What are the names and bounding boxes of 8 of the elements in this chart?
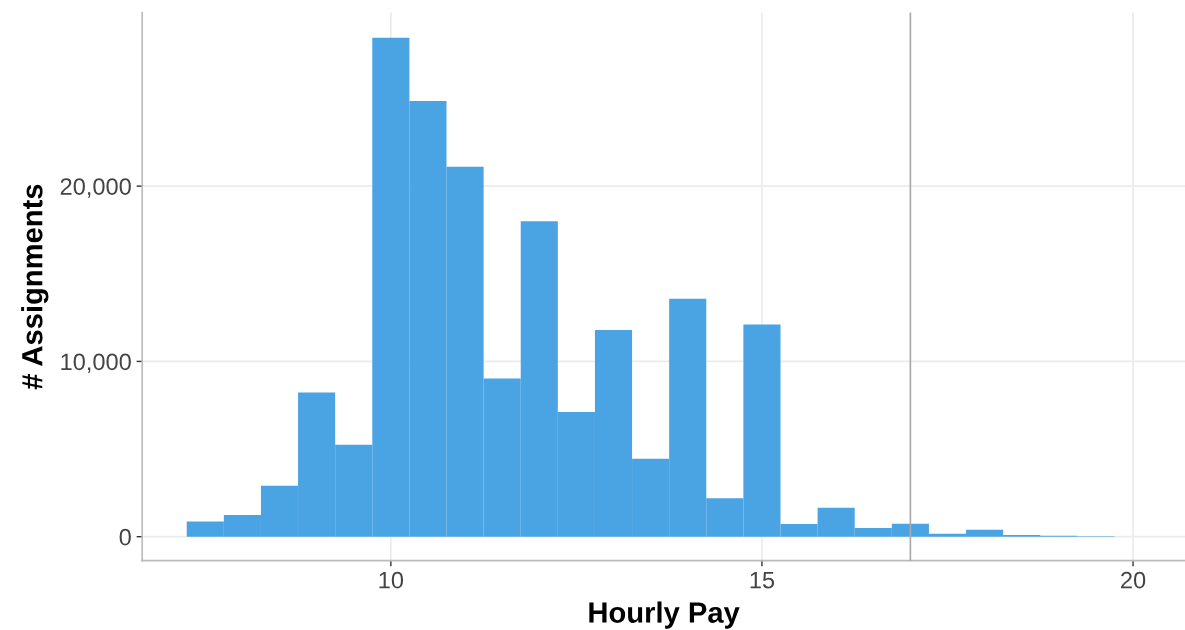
x-tick-label: 20 [1121, 571, 1146, 589]
y-tick-label: 0 [119, 528, 131, 546]
x-tick-label: 15 [750, 571, 775, 589]
x-tick-label: 10 [379, 571, 404, 589]
y-tick-label: 20,000 [60, 178, 131, 198]
x-axis-title: Hourly Pay [589, 601, 740, 629]
y-axis-title: # Assignments [21, 184, 49, 390]
y-tick-label: 10,000 [61, 353, 131, 373]
